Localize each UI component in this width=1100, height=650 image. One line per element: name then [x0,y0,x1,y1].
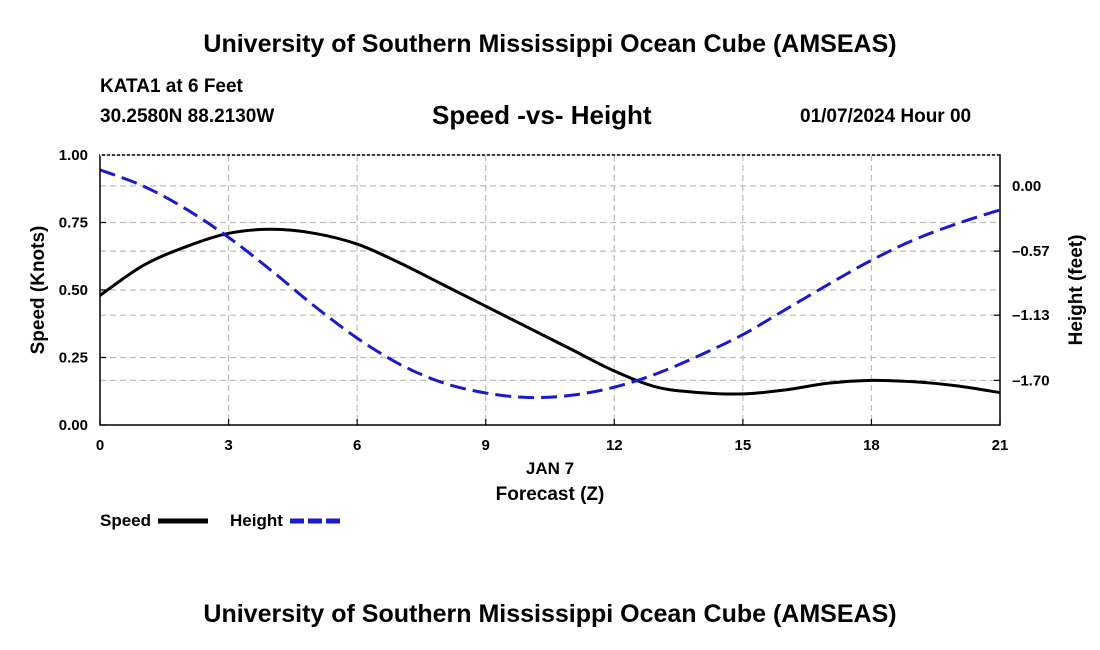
x-tick-label: 9 [482,437,490,454]
legend-speed-swatch [157,518,208,524]
x-axis-title: Forecast (Z) [496,484,605,505]
x-tick-label: 12 [606,437,623,454]
y2-tick-label: –0.57 [1012,243,1050,260]
y-tick-label: 0.50 [59,282,88,299]
legend-speed: Speed [100,510,210,531]
footer-title: University of Southern Mississippi Ocean… [203,600,897,628]
y-tick-label: 0.25 [59,350,88,367]
x-tick-label: 18 [863,437,880,454]
x-tick-label: 0 [96,437,104,454]
axis-layer: 0 3 6 9 12 15 18 21 0.00 0.25 0.50 0.75 1.00 0.00 –0.5… [59,147,1050,454]
speed-series-line [99,227,1001,396]
height-series-line [99,168,1001,400]
y-tick-label: 0.00 [59,417,88,434]
station-coordinates: 30.2580N 88.2130W [100,106,275,127]
x-tick-label: 3 [224,437,232,454]
x-tick-label: 6 [353,437,361,454]
y2-tick-label: –1.13 [1012,307,1050,324]
y2-tick-label: –1.70 [1012,372,1050,389]
legend-speed-label: Speed [100,510,152,530]
page-title: University of Southern Mississippi Ocean… [203,30,897,58]
y2-axis-title: Height (feet) [1066,235,1087,346]
y2-tick-label: 0.00 [1012,178,1041,195]
y-axis-title: Speed (Knots) [28,226,49,355]
series-layer [99,168,1001,400]
legend-height: Height [230,510,342,531]
legend-height-swatch [289,518,340,524]
legend-height-label: Height [230,510,283,530]
station-label: KATA1 at 6 Feet [100,76,243,97]
chart-title: Speed -vs- Height [432,100,652,130]
y-tick-label: 1.00 [59,147,88,164]
y-tick-label: 0.75 [59,215,88,232]
x-tick-label: 15 [735,437,752,454]
x-axis-date-label: JAN 7 [526,459,574,478]
x-tick-label: 21 [992,437,1009,454]
forecast-date: 01/07/2024 Hour 00 [800,106,972,127]
grid-layer [100,155,1000,425]
